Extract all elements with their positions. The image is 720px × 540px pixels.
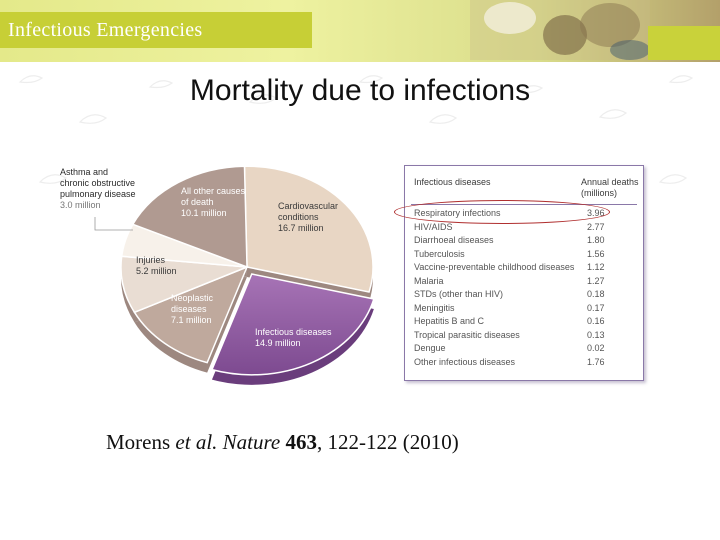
- table-row: Diarrhoeal diseases 1.80: [405, 235, 643, 248]
- header-deaths-line1: Annual deaths: [581, 177, 639, 187]
- header-title-box: [0, 12, 312, 48]
- infect-label-value: 14.9 million: [255, 338, 301, 348]
- table-row: Malaria 1.27: [405, 276, 643, 289]
- pie-label-infectious: Infectious diseases 14.9 million: [255, 327, 332, 349]
- header-accent-box: [648, 26, 720, 60]
- other-label-line1: All other causes: [181, 186, 246, 196]
- table-row: HIV/AIDS 2.77: [405, 222, 643, 235]
- citation-authors: Morens: [106, 430, 176, 454]
- table-row-name: Dengue: [414, 343, 446, 353]
- infectious-diseases-table: Infectious diseases Annual deaths (milli…: [404, 165, 644, 381]
- table-row-value: 0.18: [587, 289, 605, 299]
- table-header: Infectious diseases Annual deaths (milli…: [405, 166, 643, 204]
- pie-slice-all: [131, 165, 248, 269]
- table-row: STDs (other than HIV) 0.18: [405, 289, 643, 302]
- cardio-label-value: 16.7 million: [278, 223, 324, 233]
- background-pattern: [18, 75, 694, 184]
- asthma-leader-line: [94, 217, 133, 231]
- infect-label-line1: Infectious diseases: [255, 327, 332, 337]
- other-label-value: 10.1 million: [181, 208, 227, 218]
- table-row: Tuberculosis 1.56: [405, 249, 643, 262]
- cardio-label-line2: conditions: [278, 212, 319, 222]
- asthma-label-line3: pulmonary disease: [60, 189, 136, 199]
- pie-slice-infectious: [210, 273, 375, 376]
- table-row-value: 0.02: [587, 343, 605, 353]
- pie-label-cardiovascular: Cardiovascular conditions 16.7 million: [278, 201, 338, 234]
- highlight-ellipse: [394, 200, 610, 224]
- pie-label-asthma: Asthma and chronic obstructive pulmonary…: [60, 167, 136, 211]
- table-row-name: Hepatitis B and C: [414, 316, 485, 326]
- slide-title: Mortality due to infections: [189, 74, 531, 107]
- table-row: Dengue 0.02: [405, 343, 643, 356]
- header-artwork: [470, 0, 650, 60]
- injuries-label-value: 5.2 million: [136, 266, 177, 276]
- other-label-line2: of death: [181, 197, 214, 207]
- citation-journal: Nature: [217, 430, 286, 454]
- table-row-value: 1.12: [587, 262, 605, 272]
- neo-label-line1: Neoplastic: [171, 293, 214, 303]
- table-row: Tropical parasitic diseases 0.13: [405, 330, 643, 343]
- citation-volume: 463: [285, 430, 317, 454]
- table-row-value: 0.17: [587, 302, 605, 313]
- neo-label-value: 7.1 million: [171, 315, 212, 325]
- table-row: Vaccine-preventable childhood diseases 1.…: [405, 262, 643, 275]
- pie-chart: Asthma and chronic obstructive pulmonary…: [55, 155, 395, 410]
- table-row-name: Other infectious diseases: [414, 356, 516, 367]
- cardio-label-line1: Cardiovascular: [278, 201, 339, 211]
- header-deaths-line2: (millions): [581, 188, 617, 198]
- citation-pages: , 122-122 (2010): [316, 430, 459, 454]
- table-row-name: Vaccine-preventable childhood diseases: [414, 262, 575, 272]
- table-row-value: 1.80: [587, 235, 605, 245]
- pie-slice-cardiovascular: [243, 165, 374, 293]
- table-row: Meningitis 0.17: [405, 303, 643, 316]
- table-row-name: Meningitis: [414, 302, 455, 313]
- neo-label-line2: diseases: [171, 304, 207, 314]
- asthma-label-line1: Asthma and: [60, 167, 109, 177]
- pie-chart-svg: [94, 165, 375, 385]
- table-row-name: HIV/AIDS: [414, 221, 453, 232]
- asthma-label-line2: chronic obstructive: [60, 178, 136, 188]
- table-row-name: Tropical parasitic diseases: [414, 329, 520, 340]
- table-row-value: 0.13: [587, 329, 605, 340]
- table-row-name: Diarrhoeal diseases: [414, 235, 494, 245]
- injuries-label-line1: Injuries: [136, 255, 166, 265]
- table-row-value: 1.76: [587, 356, 605, 367]
- table-row-value: 0.16: [587, 316, 605, 326]
- table-row: Hepatitis B and C 0.16: [405, 316, 643, 329]
- header-title: Infectious Emergencies: [8, 19, 203, 41]
- table-row-name: STDs (other than HIV): [414, 289, 504, 299]
- table-header-deaths: Annual deaths (millions): [581, 177, 641, 199]
- table-row: Other infectious diseases 1.76: [405, 357, 643, 370]
- table-row-name: Malaria: [414, 275, 444, 286]
- citation: Morens et al. Nature 463, 122-122 (2010): [106, 430, 459, 455]
- table-row-value: 1.27: [587, 275, 605, 286]
- citation-etal: et al.: [175, 430, 218, 454]
- pie-label-other: All other causes of death 10.1 million: [181, 186, 245, 219]
- pie-slice-neoplastic: [133, 265, 249, 364]
- table-header-name: Infectious diseases: [414, 177, 491, 187]
- table-row-value: 1.56: [587, 248, 605, 259]
- table-row-value: 2.77: [587, 221, 605, 232]
- pie-label-injuries: Injuries 5.2 million: [136, 255, 177, 277]
- pie-label-neoplastic: Neoplastic diseases 7.1 million: [171, 293, 213, 326]
- asthma-label-value: 3.0 million: [60, 200, 101, 210]
- table-row-name: Tuberculosis: [414, 248, 465, 259]
